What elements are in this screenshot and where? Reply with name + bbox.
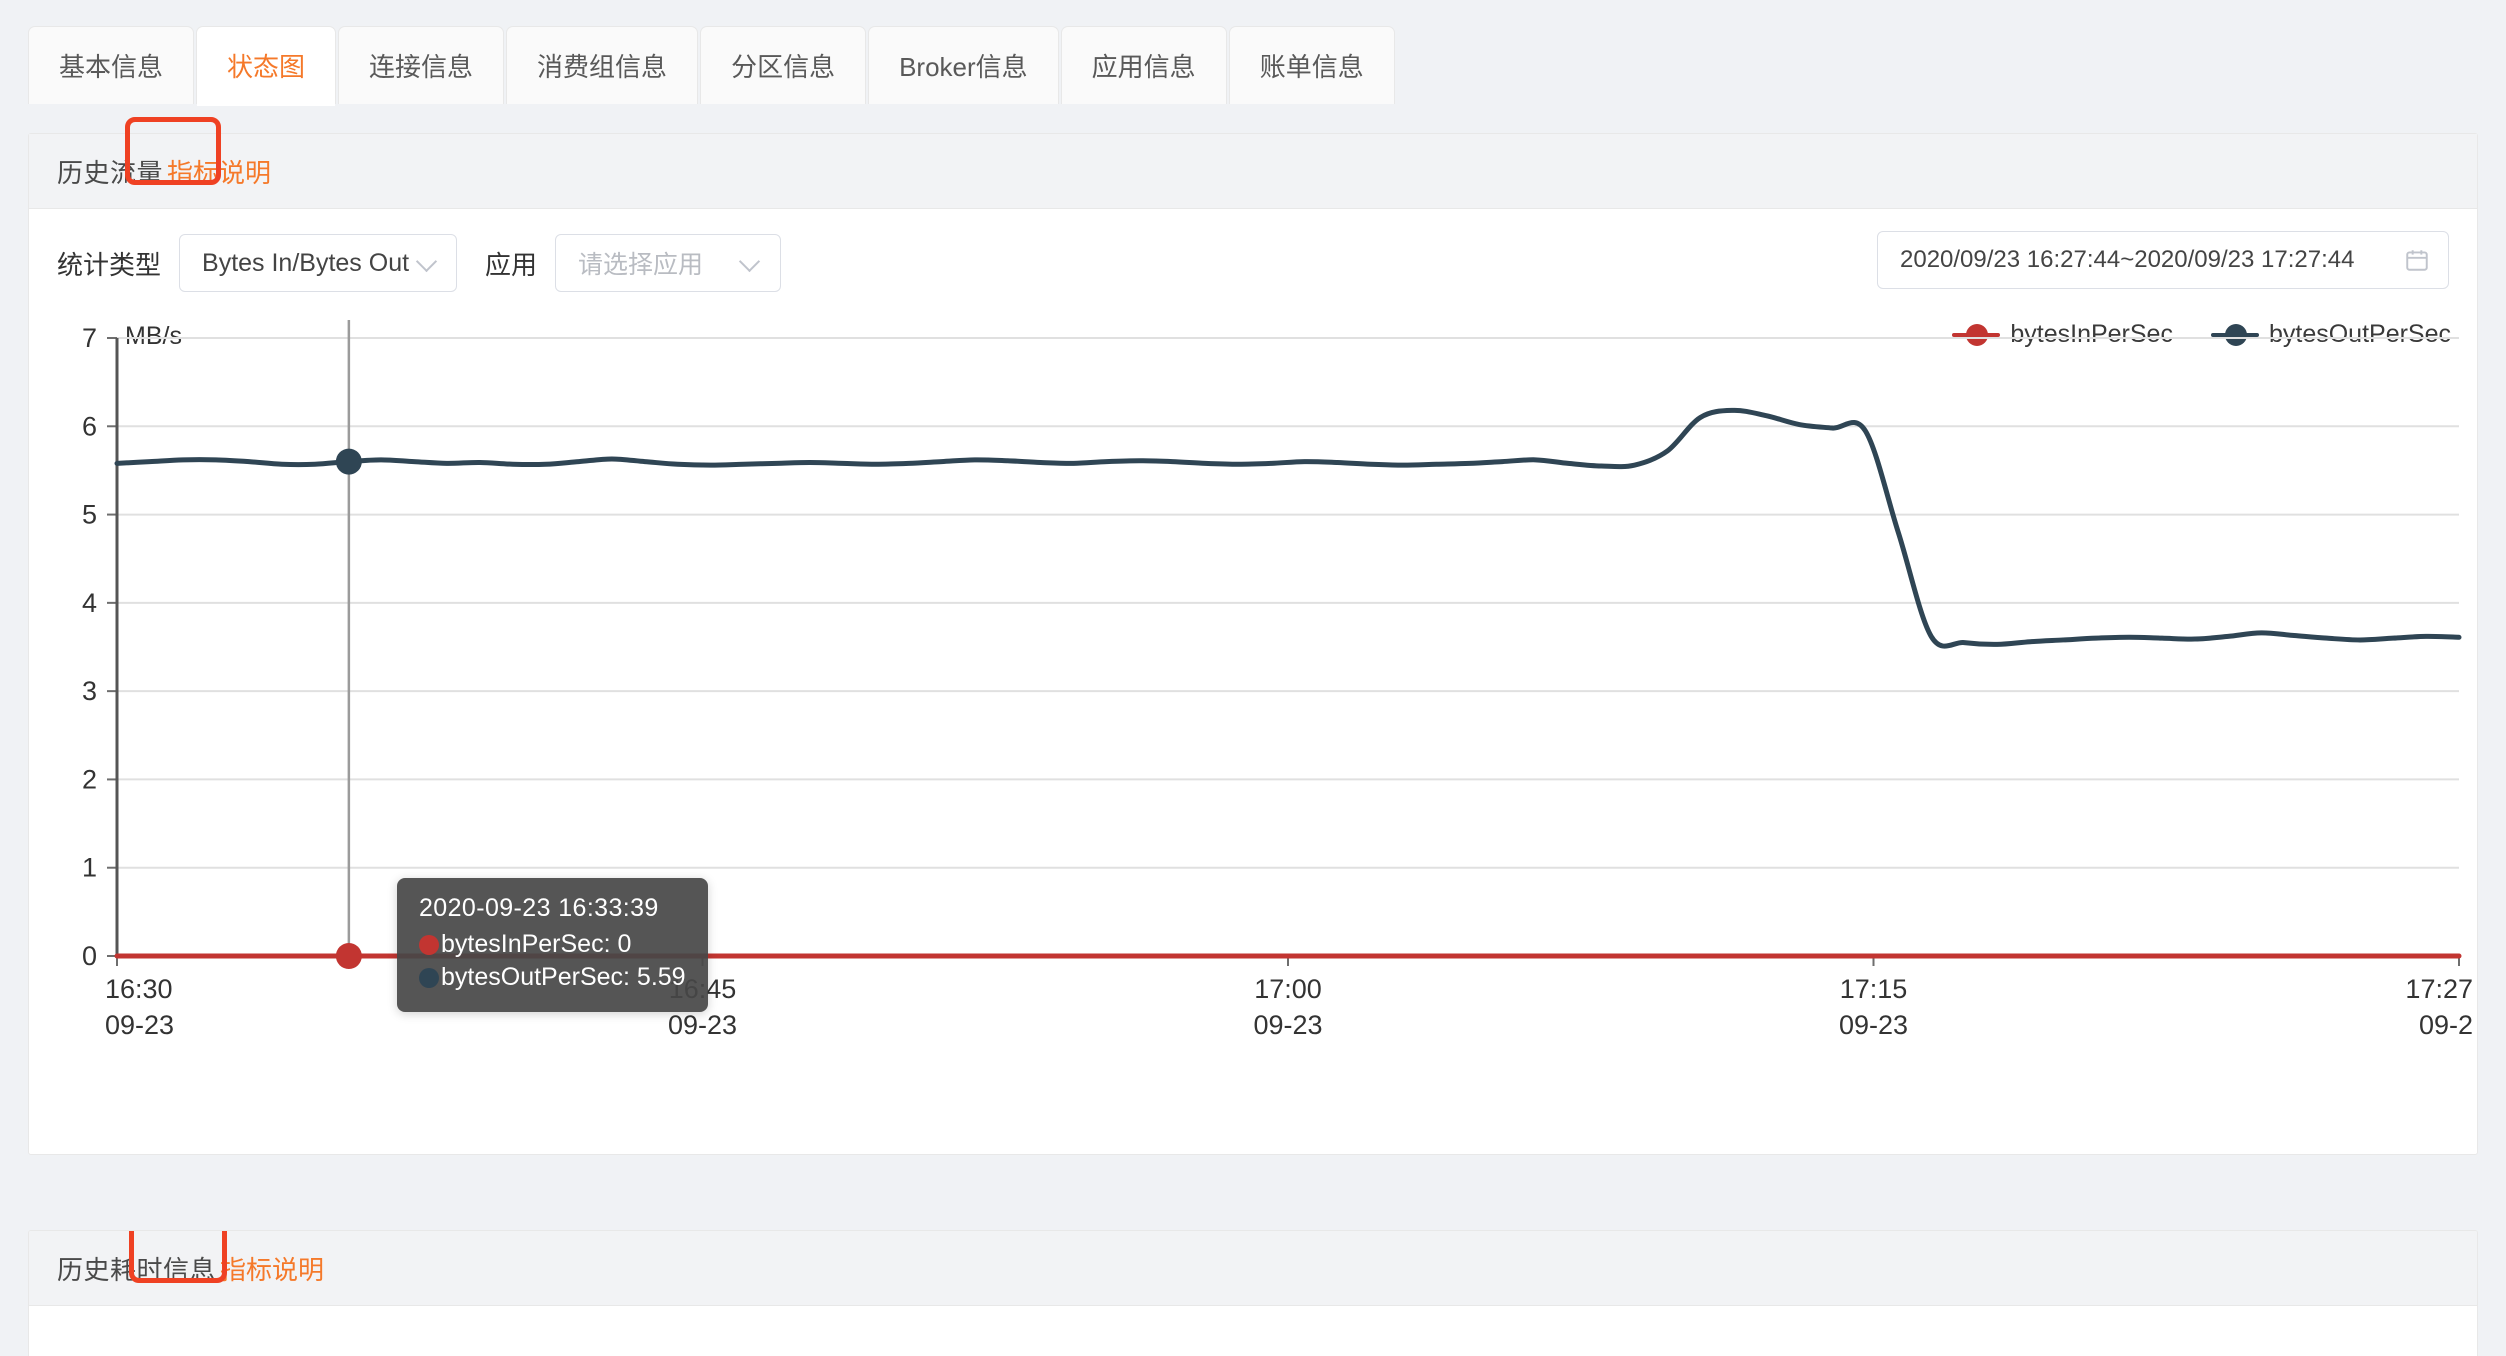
tab-label: 连接信息 [369,52,474,82]
date-range-picker[interactable]: 2020/09/23 16:27:44~2020/09/23 17:27:44 [1877,231,2449,289]
legend-item-bytesInPerSec[interactable]: bytesInPerSec [1952,320,2173,349]
stat-type-select[interactable]: Bytes In/Bytes Out [179,234,458,292]
legend-label: bytesOutPerSec [2268,320,2451,348]
history-latency-header: 历史耗时信息 指标说明 [29,1231,2477,1306]
history-traffic-header: 历史流量 指标说明 [29,117,2477,209]
traffic-filter-row: 统计类型 Bytes In/Bytes Out 应用 请选择应用 2020/09… [29,210,2477,316]
legend-item-bytesOutPerSec[interactable]: bytesOutPerSec [2210,320,2451,349]
app-label: 应用 [485,249,538,280]
history-traffic-card: 历史流量 指标说明 统计类型 Bytes In/Bytes Out 应用 请选择… [28,117,2478,1156]
tooltip-row-bytesin: bytesInPerSec: 0 [419,928,686,961]
x-tick-label-date: 09-23 [1839,1010,1908,1040]
chart-tooltip: 2020-09-23 16:33:39 bytesInPerSec: 0 byt… [397,878,708,1012]
tab-label: 基本信息 [59,52,164,82]
x-tick-label-date: 09-23 [1253,1010,1322,1040]
legend-label: bytesInPerSec [2010,320,2173,348]
chart-unit-label: MB/s [125,322,182,350]
legend-marker-icon [1952,323,2001,346]
chevron-down-icon [417,252,439,274]
stat-type-label: 统计类型 [57,249,162,280]
latency-filter-row [29,1307,2477,1356]
y-tick-label: 0 [82,941,97,971]
chevron-down-icon [740,252,762,274]
legend-marker-icon [2210,323,2259,346]
app-select-placeholder: 请选择应用 [578,251,704,279]
calendar-icon [2406,250,2428,271]
history-traffic-title: 历史流量 [57,157,164,188]
chart-legend: bytesInPerSec bytesOutPerSec [1952,320,2451,349]
tab-label: 应用信息 [1091,52,1196,82]
series-line-bytesOutPerSec [114,407,2462,649]
tooltip-bytesout-text: bytesOutPerSec: 5.59 [441,963,686,991]
y-tick-label: 4 [82,588,97,618]
y-tick-label: 6 [82,411,97,441]
tab-3[interactable]: 消费组信息 [506,26,699,104]
series-dot-icon [419,934,439,955]
tab-label: Broker信息 [899,52,1028,82]
tab-6[interactable]: 应用信息 [1060,26,1227,104]
app-select[interactable]: 请选择应用 [555,234,782,292]
tooltip-bytesin-text: bytesInPerSec: 0 [441,930,632,958]
history-latency-title: 历史耗时信息 [57,1254,217,1285]
tab-label: 账单信息 [1259,52,1364,82]
date-range-value: 2020/09/23 16:27:44~2020/09/23 17:27:44 [1900,246,2355,273]
tooltip-row-bytesout: bytesOutPerSec: 5.59 [419,961,686,994]
x-tick-label-date: 09-2 [2419,1010,2473,1040]
metric-description-link-latency[interactable]: 指标说明 [220,1254,325,1285]
tab-4[interactable]: 分区信息 [700,26,867,104]
y-tick-label: 2 [82,764,97,794]
x-tick-label-time: 17:27 [2405,974,2473,1004]
main-tab-bar: 基本信息 状态图 连接信息 消费组信息 分区信息 Broker信息 应用信息 账单信息 [0,0,2506,106]
metric-description-link-traffic[interactable]: 指标说明 [167,157,272,188]
x-tick-label-date: 09-23 [668,1010,737,1040]
tab-7[interactable]: 账单信息 [1228,26,1395,104]
tab-label: 状态图 [227,52,306,82]
x-tick-label-time: 16:30 [105,974,173,1004]
x-tick-label-time: 17:15 [1840,974,1908,1004]
tab-0[interactable]: 基本信息 [28,26,195,104]
tab-5[interactable]: Broker信息 [868,26,1059,104]
tab-2[interactable]: 连接信息 [338,26,505,104]
tooltip-time: 2020-09-23 16:33:39 [419,894,659,922]
history-latency-card: 历史耗时信息 指标说明 [28,1230,2478,1356]
y-tick-label: 3 [82,676,97,706]
tab-label: 消费组信息 [537,52,668,82]
y-tick-label: 1 [82,853,97,883]
y-tick-label: 5 [82,500,97,530]
x-tick-label-date: 09-23 [105,1010,174,1040]
stat-type-value: Bytes In/Bytes Out [202,248,410,277]
tab-label: 分区信息 [731,52,836,82]
traffic-line-chart[interactable]: 0123456716:3009-2316:4509-2317:0009-2317… [29,316,2477,1156]
x-tick-label-time: 17:00 [1254,974,1322,1004]
highlight-marker-bytesOutPerSec [335,448,362,475]
tab-1[interactable]: 状态图 [196,26,337,106]
highlight-marker-bytesInPerSec [335,943,362,969]
y-tick-label: 7 [82,323,97,353]
series-dot-icon [419,967,439,988]
